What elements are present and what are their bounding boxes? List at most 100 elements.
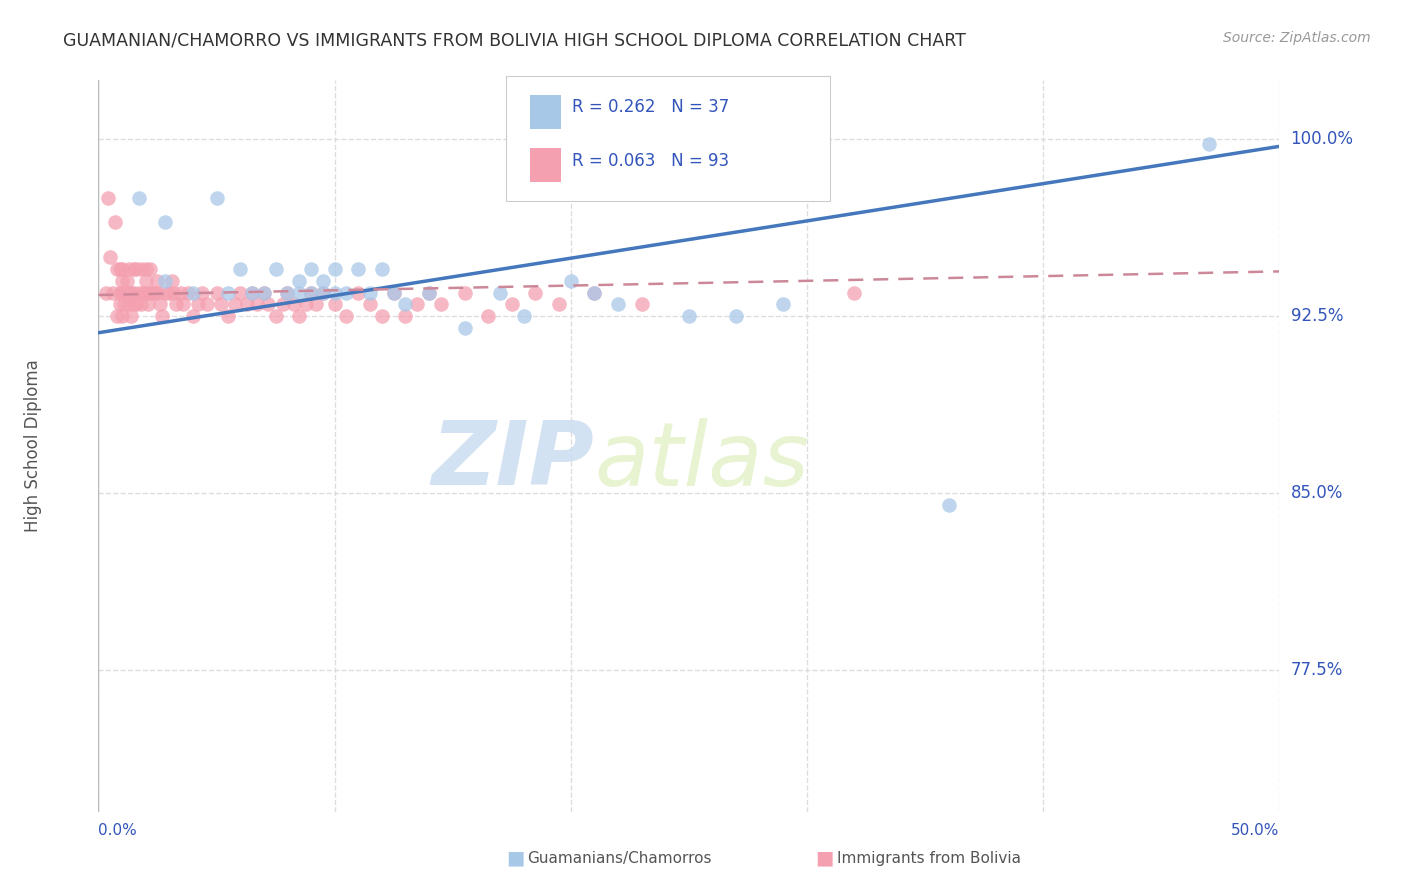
Point: [128, 285, 150, 300]
Point: [844, 285, 866, 300]
Point: [253, 285, 276, 300]
Point: [177, 285, 200, 300]
Point: [312, 274, 335, 288]
Point: [938, 498, 960, 512]
Point: [205, 191, 228, 205]
Text: Guamanians/Chamorros: Guamanians/Chamorros: [527, 851, 711, 865]
Point: [146, 285, 169, 300]
Text: 0.0%: 0.0%: [98, 822, 138, 838]
Point: [104, 215, 127, 229]
Point: [678, 310, 700, 324]
Point: [257, 297, 280, 311]
Point: [153, 285, 176, 300]
Point: [205, 285, 228, 300]
Point: [122, 297, 145, 311]
Point: [122, 262, 145, 277]
Point: [548, 297, 571, 311]
Point: [136, 297, 159, 311]
Point: [299, 262, 322, 277]
Point: [195, 297, 218, 311]
Point: [143, 285, 166, 300]
Text: atlas: atlas: [595, 417, 810, 504]
Text: Immigrants from Bolivia: Immigrants from Bolivia: [837, 851, 1021, 865]
Point: [725, 310, 748, 324]
Point: [118, 285, 141, 300]
Point: [157, 285, 180, 300]
Point: [772, 297, 794, 311]
Point: [97, 191, 120, 205]
Point: [288, 274, 311, 288]
Point: [101, 285, 124, 300]
Point: [359, 297, 381, 311]
Point: [240, 285, 263, 300]
Point: [283, 297, 305, 311]
Point: [246, 297, 269, 311]
Point: [359, 285, 381, 300]
Point: [489, 285, 512, 300]
Point: [583, 285, 606, 300]
Point: [347, 262, 370, 277]
Point: [371, 262, 394, 277]
Point: [135, 274, 157, 288]
Text: ■: ■: [815, 848, 834, 868]
Point: [323, 285, 346, 300]
Point: [191, 285, 214, 300]
Point: [276, 285, 298, 300]
Point: [453, 321, 475, 335]
Point: [135, 262, 157, 277]
Point: [394, 297, 416, 311]
Point: [299, 285, 322, 300]
Point: [149, 297, 172, 311]
Point: [118, 297, 141, 311]
Point: [163, 285, 186, 300]
Point: [128, 191, 150, 205]
Text: ■: ■: [506, 848, 524, 868]
Point: [560, 274, 582, 288]
Point: [371, 310, 394, 324]
Text: R = 0.262   N = 37: R = 0.262 N = 37: [572, 98, 730, 116]
Point: [139, 262, 162, 277]
Point: [512, 310, 534, 324]
Point: [295, 297, 318, 311]
Point: [347, 285, 370, 300]
Point: [418, 285, 440, 300]
Point: [139, 285, 162, 300]
Point: [501, 297, 523, 311]
Point: [153, 215, 176, 229]
Point: [108, 285, 131, 300]
Point: [122, 285, 145, 300]
Point: [135, 285, 157, 300]
Point: [264, 310, 287, 324]
Text: GUAMANIAN/CHAMORRO VS IMMIGRANTS FROM BOLIVIA HIGH SCHOOL DIPLOMA CORRELATION CH: GUAMANIAN/CHAMORRO VS IMMIGRANTS FROM BO…: [63, 31, 966, 49]
Point: [299, 285, 322, 300]
Point: [146, 274, 169, 288]
Point: [142, 285, 165, 300]
Point: [264, 262, 287, 277]
Point: [382, 285, 405, 300]
Point: [477, 310, 499, 324]
Point: [121, 285, 143, 300]
Point: [98, 250, 121, 264]
Point: [181, 310, 204, 324]
Text: Source: ZipAtlas.com: Source: ZipAtlas.com: [1223, 31, 1371, 45]
Point: [335, 310, 357, 324]
Point: [305, 297, 328, 311]
Point: [382, 285, 405, 300]
Point: [129, 262, 152, 277]
Point: [394, 310, 416, 324]
Point: [229, 285, 252, 300]
Point: [323, 297, 346, 311]
Point: [111, 310, 134, 324]
Text: 100.0%: 100.0%: [1291, 130, 1354, 148]
Point: [524, 285, 547, 300]
Point: [217, 310, 239, 324]
Point: [105, 310, 128, 324]
Text: ZIP: ZIP: [432, 417, 595, 504]
Text: 50.0%: 50.0%: [1232, 822, 1279, 838]
Text: R = 0.063   N = 93: R = 0.063 N = 93: [572, 153, 730, 170]
Point: [150, 310, 173, 324]
Point: [418, 285, 440, 300]
Point: [111, 274, 134, 288]
Point: [153, 274, 176, 288]
Point: [121, 310, 143, 324]
